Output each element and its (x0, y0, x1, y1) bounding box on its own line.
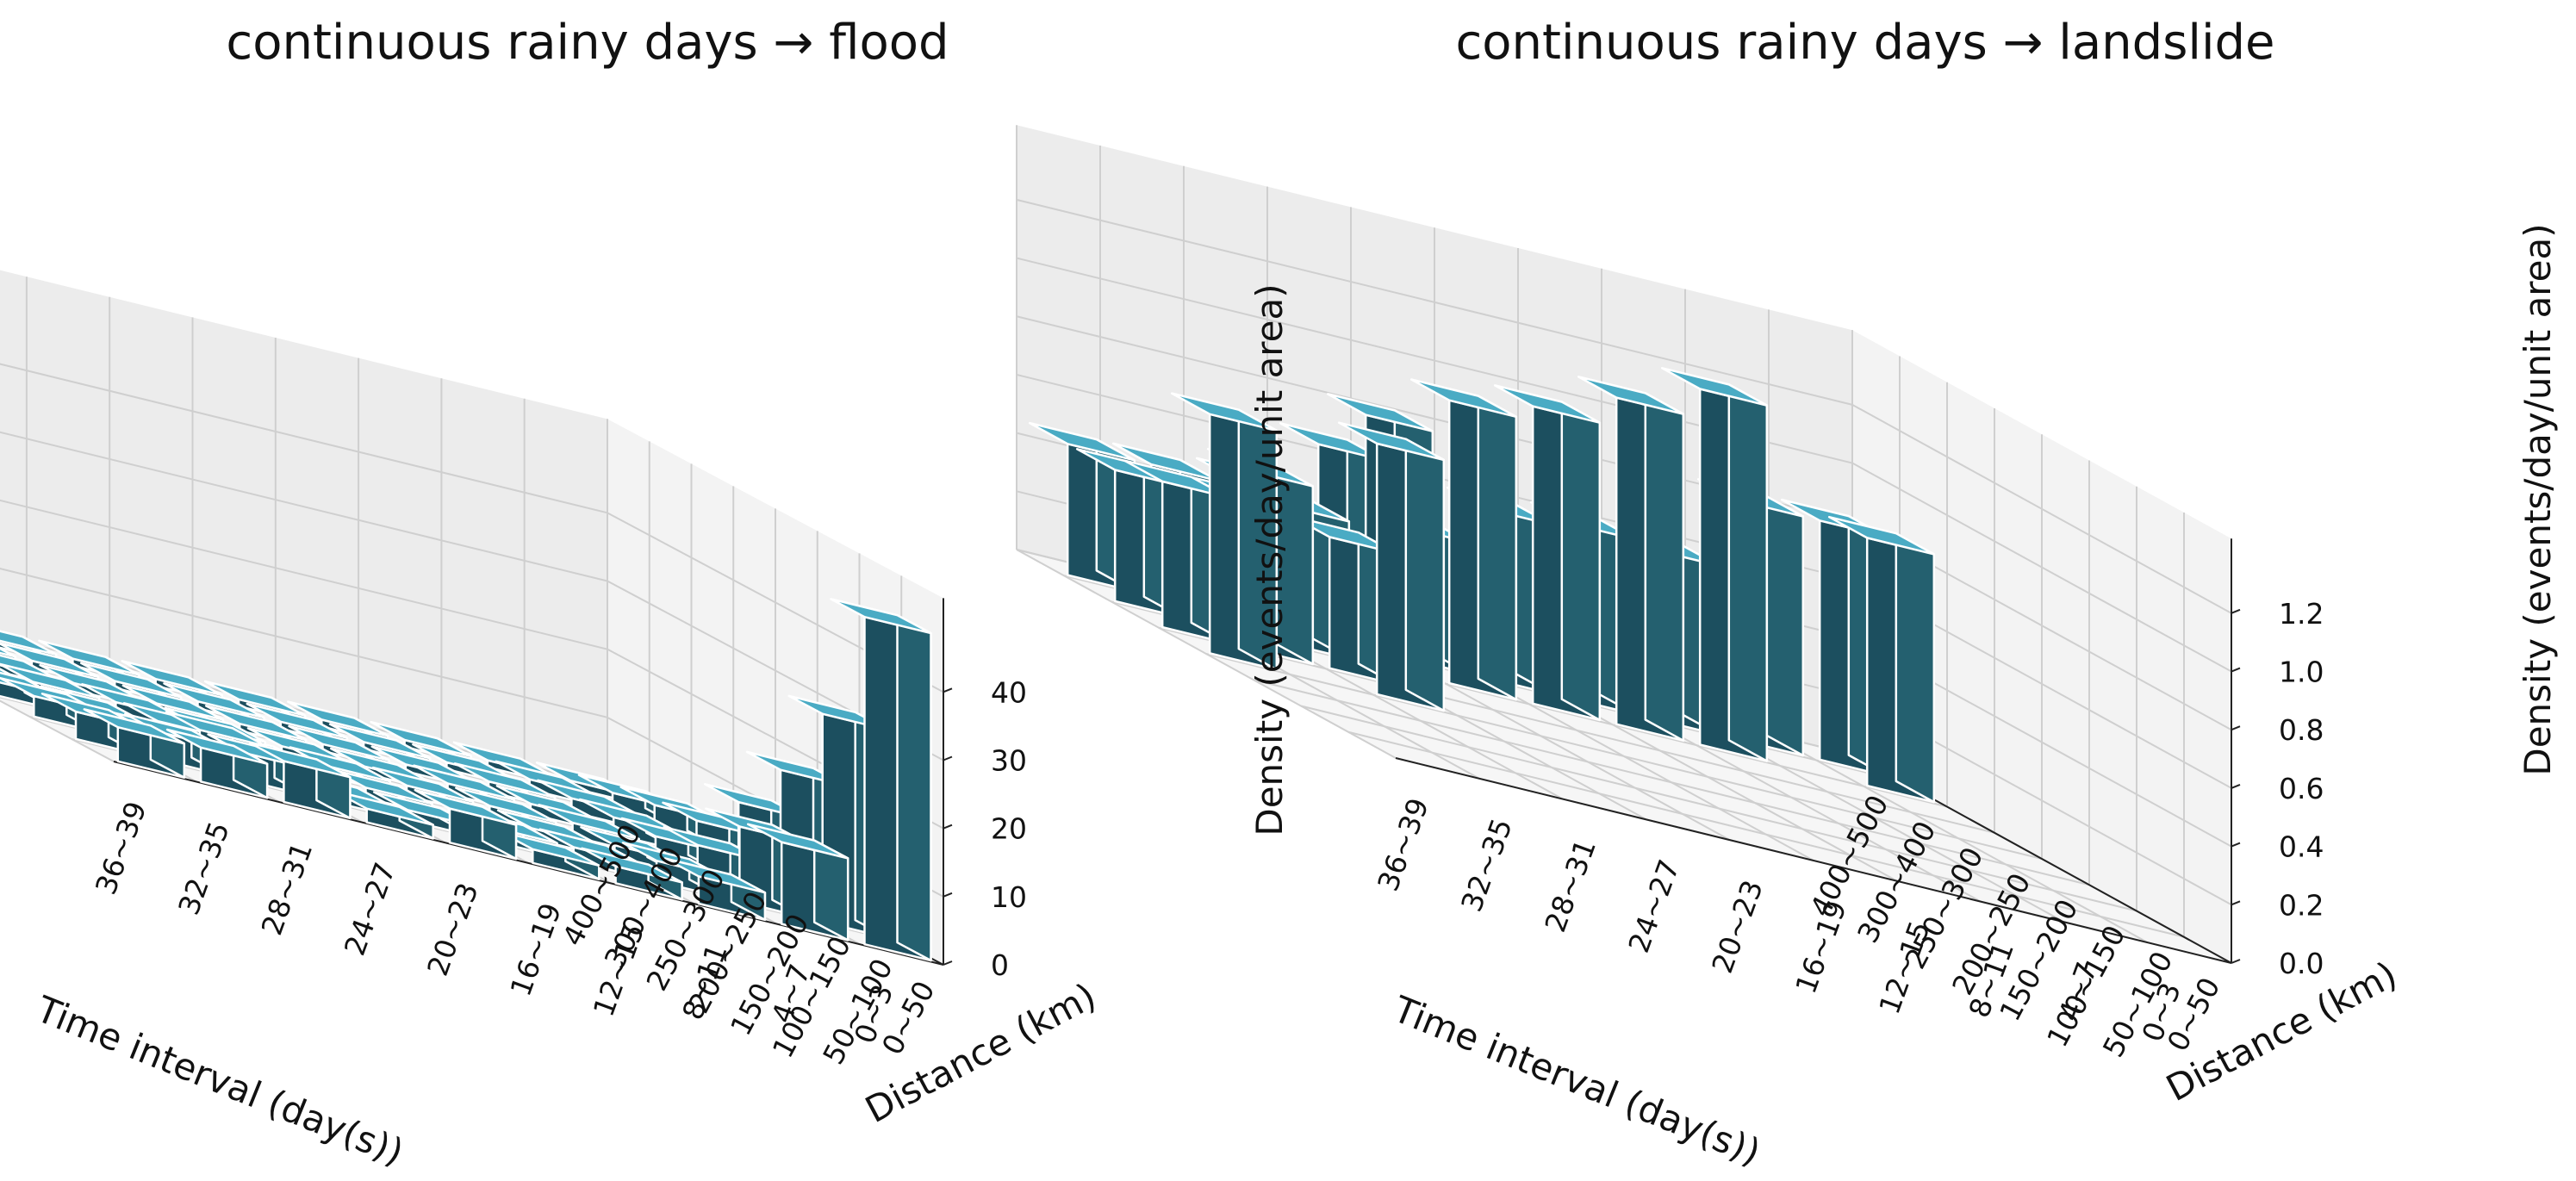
axis-line (1395, 757, 2232, 964)
z-tick-label: 1.2 (2279, 597, 2324, 631)
bar-20~23-300~400 (1409, 378, 1518, 701)
bar-8~11-300~400 (1660, 367, 1769, 762)
bar-28~31-200~250 (1337, 421, 1446, 712)
z-tick-mark (943, 960, 953, 966)
grid-line (0, 499, 608, 650)
z-tick-label: 0.6 (2279, 772, 2324, 805)
bar-16~19-300~400 (1493, 384, 1602, 722)
z-tick-mark (2231, 842, 2241, 848)
landslide-chart-title: continuous rainy days → landslide (1455, 15, 2274, 71)
z-tick-label: 20 (991, 812, 1027, 846)
x-tick-label: 36~39 (89, 797, 153, 898)
bar-12~15-0~50 (581, 847, 683, 901)
bar-0~3-0~50 (830, 598, 932, 962)
grid-line (1253, 679, 2090, 886)
z-tick-mark (2231, 608, 2241, 614)
grid-line (1347, 730, 2185, 938)
grid-line (1205, 653, 2043, 860)
z-tick-label: 1.0 (2279, 656, 2324, 689)
x-tick-label: 36~39 (1371, 793, 1435, 895)
x-tick-label: 28~31 (1538, 835, 1602, 936)
bar-36~39-200~250 (1170, 392, 1279, 671)
x-tick-label: 24~27 (1621, 855, 1686, 957)
grid-line (0, 568, 608, 718)
z-tick-label: 10 (991, 880, 1027, 914)
z-tick-mark (2231, 667, 2241, 673)
landslide-chart: 0~34~78~1112~1516~1920~2324~2728~3132~35… (1016, 15, 2559, 1173)
bar-20~23-0~50 (414, 789, 518, 861)
grid-line (1851, 462, 2232, 673)
grid-line (0, 363, 608, 514)
grid-line (1016, 198, 1853, 406)
flood-chart: 0~34~78~1112~1516~1920~2324~2728~3132~35… (0, 15, 1103, 1173)
axis-line (113, 761, 944, 966)
z-tick-mark (2231, 725, 2241, 731)
bar-12~15-300~400 (1577, 376, 1685, 742)
z-tick-label: 0.4 (2279, 830, 2324, 864)
x-tick-label: 16~19 (503, 898, 568, 1000)
grid-line (0, 699, 115, 762)
x-tick-label: 20~23 (1705, 875, 1770, 977)
z-tick-mark (2231, 900, 2241, 906)
z-tick-label: 0.8 (2279, 713, 2324, 747)
flood-xlabel: Time interval (day(s)) (30, 987, 409, 1173)
bar-8~11-0~50 (663, 857, 767, 922)
bar-32~35-0~50 (165, 728, 269, 799)
x-tick-label: 32~35 (1454, 814, 1519, 916)
x-tick-label: 28~31 (254, 837, 319, 939)
back-pane (0, 270, 607, 786)
z-tick-mark (943, 824, 953, 830)
z-tick-label: 40 (991, 675, 1027, 709)
z-tick-label: 0.0 (2279, 947, 2324, 980)
landslide-bars (1028, 367, 1936, 804)
z-tick-mark (2231, 959, 2241, 964)
grid-line (1300, 705, 2137, 912)
z-tick-mark (943, 892, 953, 898)
z-tick-mark (2231, 783, 2241, 789)
landslide-zlabel-left: Density (events/day/unit area) (1248, 283, 1291, 836)
x-tick-label: 32~35 (171, 817, 236, 919)
grid-line (1851, 403, 2232, 614)
flood-chart-title: continuous rainy days → flood (226, 15, 949, 71)
landslide-xlabel: Time interval (day(s)) (1387, 987, 1766, 1173)
grid-line (0, 431, 608, 582)
bar-4~7-0~50 (746, 823, 849, 942)
z-tick-mark (943, 687, 953, 693)
z-tick-label: 0 (991, 948, 1009, 982)
bar-36~39-0~50 (83, 708, 186, 779)
x-tick-label: 24~27 (338, 858, 402, 960)
bar-28~31-0~50 (249, 742, 352, 820)
grid-line (1158, 626, 1995, 834)
bar-0~3-300~400 (1827, 515, 1936, 804)
landslide-zlabel-right: Density (events/day/unit area) (2517, 223, 2559, 775)
flood-bars (0, 598, 932, 962)
z-tick-mark (943, 755, 953, 761)
bar-24~27-0~50 (332, 789, 434, 840)
z-tick-label: 30 (991, 744, 1027, 778)
z-tick-label: 0.2 (2279, 888, 2324, 922)
x-tick-label: 20~23 (420, 879, 485, 980)
